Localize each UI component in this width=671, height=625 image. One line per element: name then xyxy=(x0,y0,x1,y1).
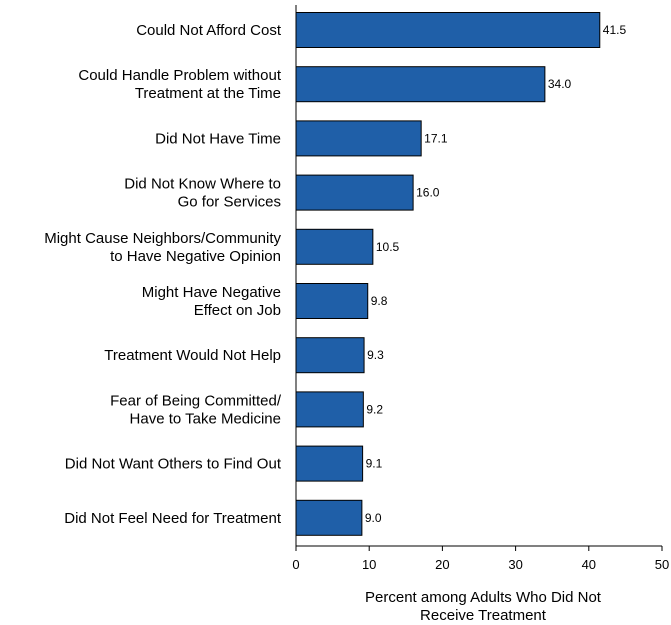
bar xyxy=(295,337,365,374)
bar-value-label: 9.1 xyxy=(366,457,383,471)
bar-value-label: 9.8 xyxy=(371,294,388,308)
x-tick-label: 0 xyxy=(292,557,299,572)
bar-value-label: 17.1 xyxy=(424,131,448,145)
bar xyxy=(295,228,374,265)
x-tick-label: 10 xyxy=(362,557,376,572)
category-label: Treatment at the Time xyxy=(135,85,281,102)
x-tick-label: 30 xyxy=(508,557,522,572)
bar xyxy=(295,174,414,211)
category-label: Treatment Would Not Help xyxy=(104,347,281,364)
x-axis: 0 10 20 30 40 50 xyxy=(292,5,669,572)
bars-layer xyxy=(295,12,601,536)
category-label: Might Cause Neighbors/Community xyxy=(44,230,281,247)
category-label: Effect on Job xyxy=(194,302,281,319)
bar-value-label: 9.0 xyxy=(365,511,382,525)
bar xyxy=(295,283,369,319)
bar xyxy=(295,66,546,103)
bar-value-label: 16.0 xyxy=(416,186,440,200)
bar-value-label: 9.3 xyxy=(367,348,384,362)
bar xyxy=(295,12,601,48)
category-label: Did Not Feel Need for Treatment xyxy=(64,510,282,527)
bar xyxy=(295,445,364,482)
x-axis-title: Percent among Adults Who Did Not Receive … xyxy=(365,589,602,624)
category-label: Could Not Afford Cost xyxy=(136,22,282,39)
category-label: Did Not Know Where to xyxy=(124,176,281,193)
category-label: Did Not Have Time xyxy=(155,130,281,147)
bar xyxy=(295,391,364,428)
bar-value-label: 41.5 xyxy=(603,23,627,37)
category-label: Have to Take Medicine xyxy=(130,410,281,427)
category-label: Might Have Negative xyxy=(142,284,281,301)
value-labels: 41.5 34.0 17.1 16.0 10.5 9.8 9.3 9.2 9.1 9.0 xyxy=(365,23,627,525)
category-label: to Have Negative Opinion xyxy=(110,248,281,265)
category-label: Did Not Want Others to Find Out xyxy=(65,456,282,473)
bar xyxy=(295,499,363,536)
bar xyxy=(295,120,422,157)
bar-value-label: 9.2 xyxy=(366,402,383,416)
category-label: Go for Services xyxy=(178,194,281,211)
bar-value-label: 34.0 xyxy=(548,77,572,91)
category-labels: Could Not Afford Cost Could Handle Proble… xyxy=(44,22,282,527)
x-tick-label: 40 xyxy=(582,557,596,572)
category-label: Fear of Being Committed/ xyxy=(110,392,282,409)
x-tick-label: 50 xyxy=(655,557,669,572)
category-label: Could Handle Problem without xyxy=(78,67,281,84)
bar-value-label: 10.5 xyxy=(376,240,400,254)
x-tick-label: 20 xyxy=(435,557,449,572)
